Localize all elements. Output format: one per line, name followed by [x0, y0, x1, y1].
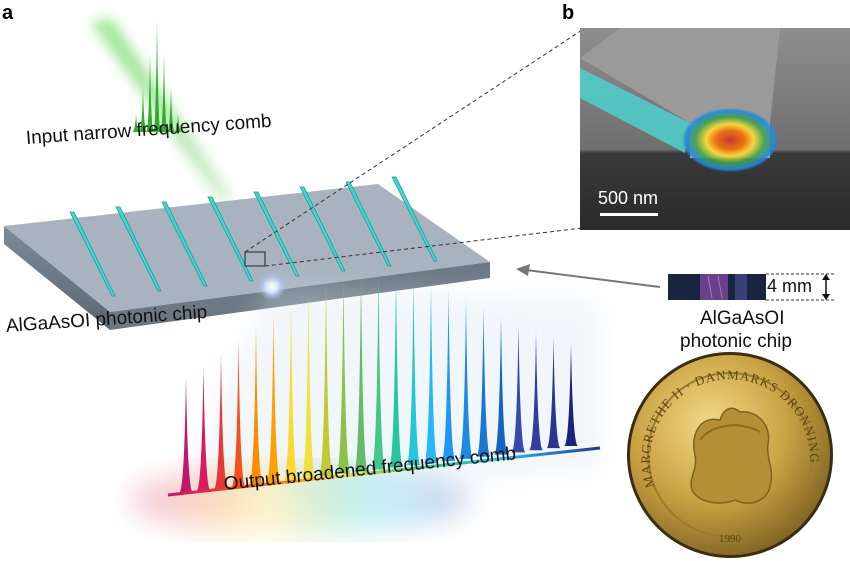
chip-size-label: 4 mm: [767, 276, 812, 296]
output-comb-line: [546, 338, 561, 449]
output-comb-line: [494, 316, 508, 455]
chip-front-face: [4, 226, 110, 330]
waveguide: [253, 191, 300, 277]
output-comb-line: [214, 353, 228, 489]
panel-label-a: a: [2, 2, 14, 24]
input-frequency-comb: [132, 17, 182, 132]
output-frequency-comb: [167, 270, 601, 497]
input-beam: [90, 18, 232, 204]
output-comb-line: [459, 298, 473, 459]
zoom-line-bottom: [264, 227, 583, 267]
output-comb-line: [424, 282, 438, 464]
chip-top-surface: [4, 184, 490, 312]
input-comb-line: [160, 52, 168, 132]
output-glow: [130, 465, 470, 535]
input-comb-line: [132, 114, 140, 132]
chip-photo-label-line1: AlGaAsOI: [700, 308, 785, 329]
output-comb-line: [319, 282, 333, 476]
input-comb-line: [146, 52, 154, 132]
output-comb-line: [511, 324, 526, 453]
coin-lettering: MARGRETHE II · DANMARKS DRONNING 1990: [638, 367, 822, 545]
waveguide: [345, 181, 392, 267]
scale-bar-label: 500 nm: [598, 188, 659, 208]
output-comb-line: [249, 327, 263, 485]
zoom-box: [244, 251, 266, 267]
pointer-arrow-head: [516, 264, 530, 276]
output-light-fan: [180, 285, 600, 500]
waveguide: [115, 206, 162, 292]
output-comb-line: [179, 376, 193, 493]
waveguide: [391, 176, 438, 262]
zoom-line-top: [244, 29, 583, 253]
input-comb-line: [167, 87, 175, 132]
input-comb-line: [139, 87, 147, 132]
output-comb-line: [441, 290, 456, 461]
input-comb-line: [153, 17, 161, 132]
waveguide: [69, 211, 116, 297]
sem-image: [580, 28, 850, 230]
svg-text:MARGRETHE II · DANMARKS DRONNI: MARGRETHE II · DANMARKS DRONNING: [638, 367, 822, 489]
coupling-spot: [258, 273, 286, 301]
output-comb-line: [284, 301, 298, 481]
output-comb-line: [389, 272, 403, 468]
input-comb-line: [174, 114, 182, 132]
coin: [627, 352, 833, 558]
output-comb-line: [301, 290, 316, 479]
output-comb-line: [354, 271, 368, 472]
output-comb-line: [371, 270, 386, 470]
optical-mode: [682, 108, 778, 172]
size-bracket: [766, 273, 836, 301]
output-comb-line: [336, 275, 351, 474]
photonic-chip: [4, 176, 490, 330]
coin-portrait: [690, 407, 773, 504]
pointer-arrow-line: [525, 269, 661, 288]
waveguide: [207, 196, 254, 282]
chip-photo: [668, 274, 766, 300]
output-comb-line: [564, 343, 578, 446]
output-comb-line: [476, 307, 491, 457]
output-comb-line: [196, 365, 211, 491]
waveguide: [161, 201, 208, 287]
scale-bar: [600, 213, 658, 216]
svg-text:1990: 1990: [719, 533, 742, 545]
output-comb-line: [231, 340, 246, 487]
output-comb-baseline: [167, 446, 601, 497]
chip-photo-label-line2: photonic chip: [680, 331, 792, 352]
panel-label-b: b: [562, 2, 575, 24]
waveguide-array: [69, 176, 438, 297]
output-comb-line: [529, 332, 543, 451]
output-comb-line: [266, 314, 281, 483]
output-comb-line: [406, 276, 421, 466]
